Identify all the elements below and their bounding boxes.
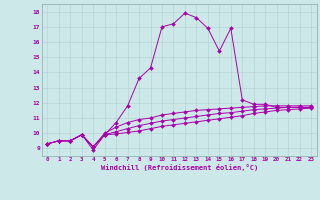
X-axis label: Windchill (Refroidissement éolien,°C): Windchill (Refroidissement éolien,°C) (100, 164, 258, 171)
